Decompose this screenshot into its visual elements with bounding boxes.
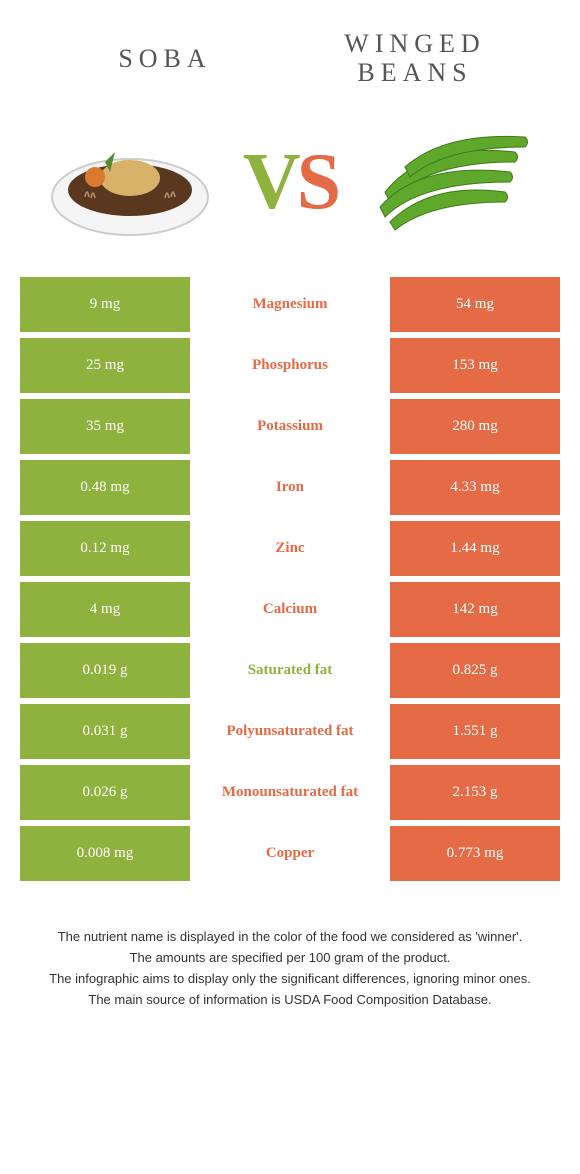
left-value: 4 mg [20,582,190,637]
nutrient-label: Polyunsaturated fat [190,704,390,759]
left-value: 0.12 mg [20,521,190,576]
title-left: SOBA [40,44,290,74]
right-value: 54 mg [390,277,560,332]
left-value: 0.031 g [20,704,190,759]
table-row: 0.026 gMonounsaturated fat2.153 g [20,765,560,820]
table-row: 0.031 gPolyunsaturated fat1.551 g [20,704,560,759]
table-row: 25 mgPhosphorus153 mg [20,338,560,393]
vs-v: V [243,138,297,226]
nutrient-label: Saturated fat [190,643,390,698]
right-value: 0.825 g [390,643,560,698]
nutrient-label: Copper [190,826,390,881]
nutrient-label: Zinc [190,521,390,576]
nutrient-label: Iron [190,460,390,515]
footer-line-1: The nutrient name is displayed in the co… [30,927,550,948]
comparison-table: 9 mgMagnesium54 mg 25 mgPhosphorus153 mg 3… [0,277,580,881]
footer-line-4: The main source of information is USDA F… [30,990,550,1011]
right-value: 4.33 mg [390,460,560,515]
winged-beans-icon [365,122,535,242]
title-right: WINGED BEANS [290,30,540,87]
nutrient-label: Phosphorus [190,338,390,393]
left-value: 0.48 mg [20,460,190,515]
nutrient-label: Monounsaturated fat [190,765,390,820]
footer-notes: The nutrient name is displayed in the co… [0,887,580,1010]
footer-line-2: The amounts are specified per 100 gram o… [30,948,550,969]
table-row: 9 mgMagnesium54 mg [20,277,560,332]
table-row: 4 mgCalcium142 mg [20,582,560,637]
left-value: 0.008 mg [20,826,190,881]
left-value: 35 mg [20,399,190,454]
left-value: 25 mg [20,338,190,393]
right-value: 280 mg [390,399,560,454]
header: SOBA WINGED BEANS [0,0,580,97]
soba-bowl-icon [45,122,215,242]
right-value: 0.773 mg [390,826,560,881]
right-value: 153 mg [390,338,560,393]
table-row: 0.48 mgIron4.33 mg [20,460,560,515]
right-value: 1.44 mg [390,521,560,576]
vs-label: VS [243,137,337,228]
right-value: 1.551 g [390,704,560,759]
images-row: VS [0,97,580,277]
left-value: 0.026 g [20,765,190,820]
table-row: 0.12 mgZinc1.44 mg [20,521,560,576]
right-value: 2.153 g [390,765,560,820]
right-value: 142 mg [390,582,560,637]
table-row: 35 mgPotassium280 mg [20,399,560,454]
nutrient-label: Calcium [190,582,390,637]
soba-image [40,117,220,247]
left-value: 9 mg [20,277,190,332]
table-row: 0.019 gSaturated fat0.825 g [20,643,560,698]
vs-s: S [297,138,338,226]
left-value: 0.019 g [20,643,190,698]
footer-line-3: The infographic aims to display only the… [30,969,550,990]
nutrient-label: Potassium [190,399,390,454]
table-row: 0.008 mgCopper0.773 mg [20,826,560,881]
nutrient-label: Magnesium [190,277,390,332]
winged-beans-image [360,117,540,247]
